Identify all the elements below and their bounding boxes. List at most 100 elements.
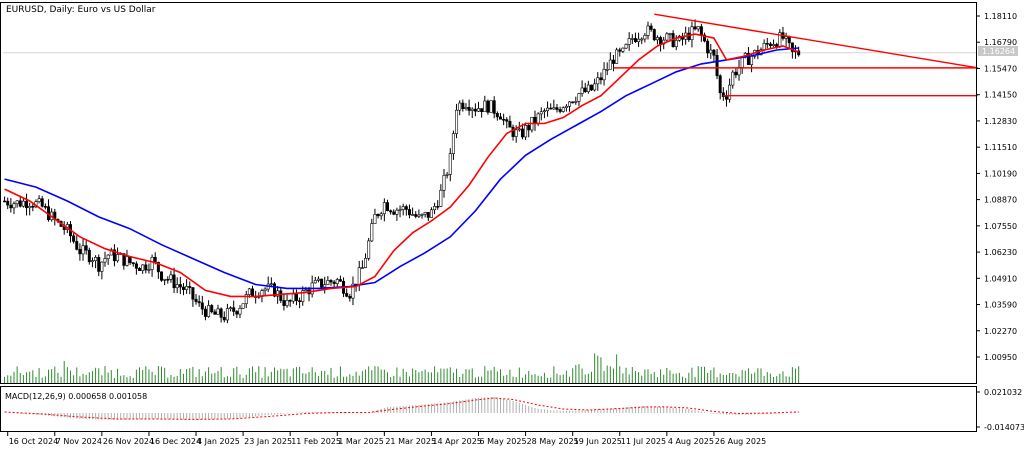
candle-body: [97, 257, 101, 272]
candle-body: [674, 39, 678, 48]
candle-body: [580, 87, 584, 94]
candle-body: [125, 256, 129, 266]
candle-body: [112, 249, 116, 262]
candle-body: [502, 118, 506, 121]
y-tick-label: 1.14150: [984, 91, 1017, 100]
candle-body: [43, 206, 47, 208]
candle-body: [483, 100, 487, 113]
candle-body: [31, 205, 35, 208]
candle-body: [571, 101, 575, 104]
macd-frame: [0, 386, 977, 432]
x-tick-label: 16 Oct 2024: [9, 437, 58, 446]
x-tick-label: 11 Jul 2025: [621, 437, 666, 446]
candle-body: [382, 202, 386, 215]
candle-body: [207, 305, 211, 317]
candle-body: [229, 307, 233, 309]
candle-body: [326, 280, 330, 285]
candle-body: [103, 258, 107, 263]
candle-body: [134, 263, 138, 269]
candle-body: [633, 38, 637, 42]
candle-body: [392, 211, 396, 215]
candle-body: [109, 249, 113, 256]
candle-body: [401, 206, 405, 210]
candle-body: [301, 290, 305, 302]
candle-body: [423, 212, 427, 215]
candle-body: [81, 245, 85, 255]
candle-body: [404, 206, 408, 210]
candle-body: [163, 278, 167, 281]
candle-body: [251, 288, 255, 298]
candle-body: [351, 283, 355, 299]
candle-body: [498, 116, 502, 120]
candle-body: [147, 269, 151, 271]
candle-body: [533, 116, 537, 124]
x-tick-label: 1 Mar 2025: [338, 437, 384, 446]
candle-body: [605, 69, 609, 71]
candle-body: [304, 289, 308, 292]
ma-fast-line: [4, 33, 799, 298]
candle-body: [338, 279, 342, 282]
candle-body: [172, 274, 176, 289]
candle-body: [285, 300, 289, 306]
candle-body: [775, 44, 779, 47]
candle-body: [370, 223, 374, 242]
candle-body: [728, 84, 732, 100]
y-tick-label: 1.10190: [984, 169, 1017, 178]
candle-body: [536, 113, 540, 124]
candle-body: [731, 71, 735, 86]
candle-body: [514, 129, 518, 137]
candle-body: [768, 43, 772, 47]
current-price-tag: [978, 46, 1018, 56]
candle-body: [637, 38, 641, 42]
candle-body: [602, 69, 606, 81]
candle-body: [364, 257, 368, 268]
candle-body: [12, 203, 16, 209]
main-frame: [0, 2, 977, 384]
candle-body: [272, 283, 276, 297]
candle-body: [181, 286, 185, 290]
candle-body: [593, 83, 597, 91]
candle-body: [539, 111, 543, 115]
candle-body: [426, 212, 430, 218]
trendline-layer: [613, 13, 978, 97]
y-tick-label: 1.00950: [984, 353, 1017, 362]
candle-body: [6, 200, 10, 206]
candle-body: [138, 268, 142, 271]
candle-body: [740, 57, 744, 68]
candle-body: [703, 34, 707, 42]
current-price-label: 1.16264: [982, 47, 1015, 56]
y-tick-label: 1.16790: [984, 38, 1017, 47]
candle-body: [473, 108, 477, 112]
candle-body: [555, 107, 559, 110]
candle-body: [379, 213, 383, 217]
candle-body: [203, 308, 207, 317]
candle-body: [517, 128, 521, 131]
candle-body: [549, 107, 553, 110]
candle-body: [724, 96, 728, 100]
candle-body: [659, 37, 663, 45]
candle-body: [411, 214, 415, 216]
candle-body: [627, 38, 631, 45]
candle-body: [495, 113, 499, 118]
macd-signal-line: [4, 397, 799, 420]
candle-body: [577, 93, 581, 102]
candle-body: [652, 29, 656, 41]
candle-body: [655, 37, 659, 41]
candle-body: [599, 77, 603, 81]
candle-body: [294, 293, 298, 301]
candle-body: [734, 71, 738, 76]
macd-y-tick-label: 0.021032: [984, 388, 1022, 397]
candle-body: [524, 125, 528, 138]
candle-body: [448, 153, 452, 175]
candle-body: [630, 38, 634, 40]
candle-body: [72, 235, 76, 242]
candle-body: [439, 189, 443, 207]
candle-layer: [3, 19, 801, 324]
candle-body: [94, 257, 98, 261]
candle-body: [750, 56, 754, 65]
candle-body: [263, 288, 267, 291]
candle-body: [417, 214, 421, 217]
candle-body: [640, 38, 644, 41]
